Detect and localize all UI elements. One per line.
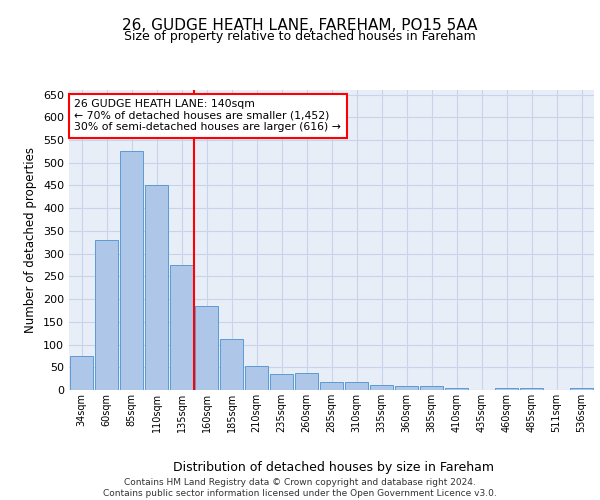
Bar	[395, 386, 418, 390]
Bar	[570, 388, 593, 390]
Bar	[120, 152, 143, 390]
Bar	[370, 384, 393, 390]
Bar	[345, 382, 368, 390]
Bar	[295, 373, 318, 390]
Text: Distribution of detached houses by size in Fareham: Distribution of detached houses by size …	[173, 461, 494, 474]
Bar	[170, 265, 193, 390]
Bar	[495, 388, 518, 390]
Y-axis label: Number of detached properties: Number of detached properties	[25, 147, 37, 333]
Text: 26 GUDGE HEATH LANE: 140sqm
← 70% of detached houses are smaller (1,452)
30% of : 26 GUDGE HEATH LANE: 140sqm ← 70% of det…	[74, 99, 341, 132]
Bar	[520, 388, 543, 390]
Bar	[420, 386, 443, 390]
Bar	[195, 306, 218, 390]
Bar	[320, 382, 343, 390]
Text: Size of property relative to detached houses in Fareham: Size of property relative to detached ho…	[124, 30, 476, 43]
Text: 26, GUDGE HEATH LANE, FAREHAM, PO15 5AA: 26, GUDGE HEATH LANE, FAREHAM, PO15 5AA	[122, 18, 478, 32]
Bar	[270, 374, 293, 390]
Bar	[245, 366, 268, 390]
Bar	[95, 240, 118, 390]
Bar	[145, 186, 168, 390]
Bar	[445, 388, 468, 390]
Text: Contains HM Land Registry data © Crown copyright and database right 2024.
Contai: Contains HM Land Registry data © Crown c…	[103, 478, 497, 498]
Bar	[70, 356, 93, 390]
Bar	[220, 338, 243, 390]
